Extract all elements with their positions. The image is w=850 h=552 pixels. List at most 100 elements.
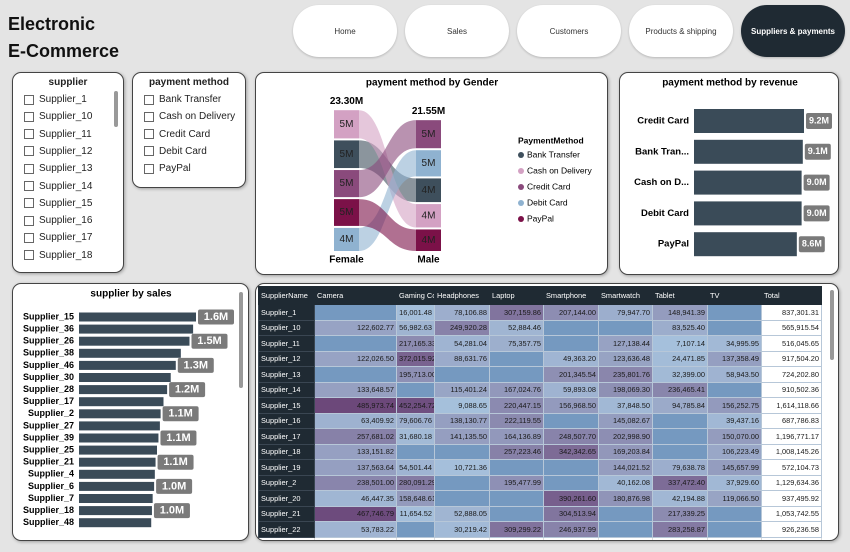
cell — [707, 304, 762, 321]
cell: 372,015.92 — [396, 350, 435, 367]
scrollbar[interactable] — [830, 290, 834, 360]
checkbox[interactable] — [144, 129, 154, 140]
segment — [334, 170, 359, 198]
slicer-item[interactable]: Supplier_18 — [24, 250, 92, 261]
title-line: Electronic — [8, 14, 96, 34]
scrollbar[interactable] — [239, 292, 243, 388]
cell: 1,614,118.66 — [761, 397, 822, 414]
checkbox[interactable] — [24, 215, 34, 226]
slicer-item[interactable]: Debit Card — [144, 146, 207, 157]
slicer-item[interactable]: Supplier_13 — [24, 163, 92, 174]
slicer-item[interactable]: Supplier_14 — [24, 181, 92, 192]
cell: 467,746.79 — [314, 505, 397, 522]
cell: 235,801.76 — [598, 366, 653, 383]
title-line: E-Commerce — [8, 41, 120, 61]
checkbox[interactable] — [24, 250, 34, 261]
segment — [334, 199, 359, 226]
total-label: 23.30M — [330, 96, 363, 107]
cell: 236,465.41 — [652, 381, 708, 398]
checkbox[interactable] — [24, 146, 34, 157]
cell: 309,299.22 — [489, 521, 544, 538]
slicer-item[interactable]: Supplier_16 — [24, 215, 92, 226]
cell: 141,135.50 — [434, 428, 490, 445]
slicer-label: Debit Card — [159, 145, 207, 157]
cell: 164,136.89 — [489, 428, 544, 445]
row-header: Supplier_14 — [258, 381, 315, 398]
checkbox[interactable] — [144, 146, 154, 157]
legend-label: PayPal — [527, 213, 554, 223]
slicer-title: payment method — [148, 77, 229, 88]
cell — [652, 412, 708, 429]
row-header: Supplier_22 — [258, 521, 315, 538]
cell: 201,345.54 — [543, 366, 599, 383]
slicer-item[interactable]: Credit Card — [144, 129, 210, 140]
nav-button[interactable]: Home — [293, 5, 397, 57]
slicer-label: PayPal — [159, 163, 191, 175]
table-row: Supplier_11 217,165.33 54,281.04 75,357.75 1… — [258, 335, 822, 352]
label-box — [156, 478, 193, 494]
checkbox[interactable] — [144, 94, 154, 105]
payment-slicer: payment method Bank Transfer Cash on Deli… — [132, 72, 246, 188]
nav-button[interactable]: Sales — [405, 5, 509, 57]
ribbon — [359, 199, 416, 251]
slicer-item[interactable]: Supplier_10 — [24, 111, 92, 122]
cell — [707, 521, 762, 538]
value-label: 9.0M — [807, 208, 827, 218]
slicer-item[interactable]: Cash on Delivery — [144, 111, 235, 122]
checkbox[interactable] — [24, 198, 34, 209]
cell — [489, 490, 544, 507]
checkbox[interactable] — [144, 163, 154, 174]
checkbox[interactable] — [24, 181, 34, 191]
label-box — [198, 309, 234, 325]
checkbox[interactable] — [24, 111, 34, 122]
checkbox[interactable] — [24, 94, 34, 105]
column-header: TV — [707, 286, 762, 305]
checkbox[interactable] — [24, 232, 34, 243]
cell: 926,236.58 — [761, 521, 822, 538]
bar — [79, 385, 168, 395]
cell: 145,082.67 — [598, 412, 653, 429]
slicer-item[interactable]: Supplier_12 — [24, 146, 92, 157]
total-cell: 4,654,469.72 — [652, 536, 708, 540]
cell: 565,915.54 — [761, 319, 822, 336]
slicer-item[interactable]: Supplier_15 — [24, 198, 92, 209]
bar — [694, 201, 802, 226]
slicer-label: Bank Transfer — [159, 94, 222, 105]
segment-label: 5M — [340, 207, 354, 218]
table-row: Supplier_21 467,746.79 11,654.52 52,888.05 3… — [258, 505, 822, 522]
row-header: Supplier_12 — [258, 350, 315, 367]
cell: 169,203.84 — [598, 443, 653, 460]
nav-button[interactable]: Suppliers & payments — [741, 5, 845, 57]
legend-label: Credit Card — [527, 181, 571, 191]
nav-button[interactable]: Customers — [517, 5, 621, 57]
y-tick-label: Supplier_2 — [28, 408, 74, 418]
cell: 54,501.44 — [396, 459, 435, 476]
slicer-item[interactable]: Supplier_11 — [24, 129, 92, 140]
cell: 94,785.84 — [652, 397, 708, 414]
cell: 9,088.65 — [434, 397, 490, 414]
checkbox[interactable] — [24, 163, 34, 174]
nav-button[interactable]: Products & shipping — [629, 5, 733, 57]
checkbox[interactable] — [144, 111, 154, 122]
cell — [707, 319, 762, 336]
table-row: Supplier_15 485,973.74 452,254.72 9,088.65 2… — [258, 397, 822, 414]
chart-title: payment method by revenue — [662, 78, 798, 89]
cell: 10,721.36 — [434, 459, 490, 476]
cell — [434, 443, 490, 460]
slicer-item[interactable]: Supplier_1 — [24, 94, 87, 105]
cell — [543, 474, 599, 491]
bar — [79, 494, 153, 503]
bar — [79, 469, 155, 479]
cell: 1,008,145.26 — [761, 443, 822, 460]
table-row: Supplier_10 122,602.77 56,982.63 249,920.28… — [258, 319, 822, 336]
slicer-item[interactable]: Supplier_17 — [24, 232, 92, 243]
column-header: Gaming Console — [396, 286, 435, 305]
cell: 337,472.40 — [652, 474, 708, 491]
total-cell: 4,479,868.90 — [434, 536, 490, 540]
scrollbar[interactable] — [114, 91, 118, 127]
cell: 79,606.76 — [396, 412, 435, 429]
slicer-item[interactable]: Bank Transfer — [144, 94, 221, 105]
slicer-item[interactable]: PayPal — [144, 163, 191, 174]
slicer-label: Supplier_13 — [39, 163, 93, 175]
checkbox[interactable] — [24, 129, 34, 140]
